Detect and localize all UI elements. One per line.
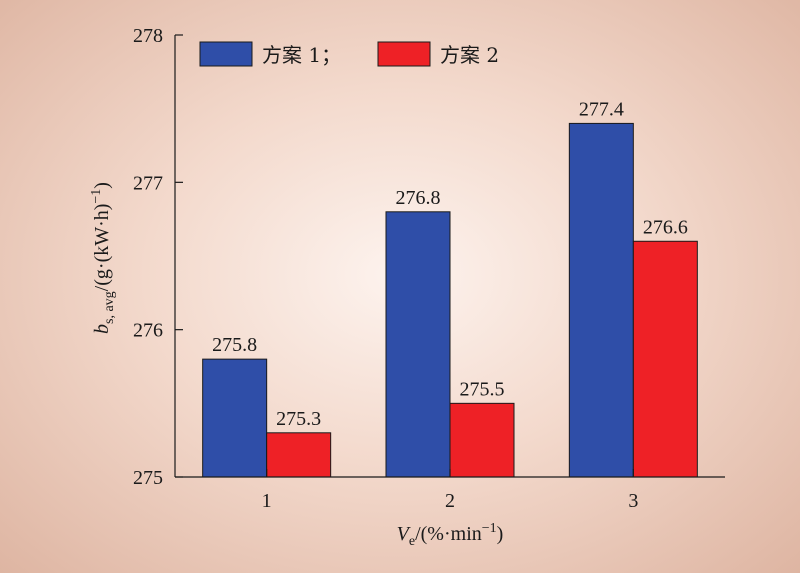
y-tick-label: 276	[133, 320, 163, 342]
x-tick-label: 3	[628, 490, 638, 512]
y-tick-label: 275	[133, 467, 163, 489]
x-axis-title-sup: −1	[482, 521, 497, 536]
x-axis-title: Ve/(%·min−1)	[397, 521, 504, 549]
bar-series-1	[202, 358, 268, 478]
x-axis-title-main: V	[397, 523, 412, 545]
x-tick-label: 2	[445, 490, 455, 512]
y-axis-title-sup: −1	[89, 189, 104, 204]
y-axis-title-end: )	[91, 182, 113, 189]
legend-label-series-2: 方案 2	[440, 43, 499, 67]
y-axis-title-sub: s, avg	[102, 291, 117, 324]
bar-series-2	[449, 402, 515, 478]
x-axis-title-end: )	[497, 523, 504, 545]
data-label: 275.5	[460, 378, 505, 400]
x-tick-label: 1	[262, 490, 272, 512]
legend-swatch-series-1	[199, 41, 253, 67]
y-tick-label: 278	[133, 25, 163, 47]
x-axis-title-rest: /(%·min	[415, 523, 482, 545]
bar-series-1	[568, 122, 634, 478]
bar-series-1	[385, 211, 451, 478]
bar-series-2	[266, 432, 332, 478]
data-label: 277.4	[579, 98, 624, 120]
data-label: 276.6	[643, 216, 688, 238]
y-tick-label: 277	[133, 172, 163, 194]
y-ticks: 275 276 277 278	[133, 25, 183, 489]
y-axis-title-rest: /(g·(kW·h)	[91, 204, 113, 292]
y-axis-title: bs, avg/(g·(kW·h)−1)	[89, 182, 117, 334]
bars-layer	[202, 122, 698, 478]
y-axis-title-main: b	[91, 324, 113, 334]
x-axis-title-sub: e	[409, 534, 415, 549]
legend: 方案 1； 方案 2	[199, 41, 499, 67]
legend-label-series-1: 方案 1；	[262, 43, 341, 67]
x-ticks: 1 2 3	[262, 469, 638, 512]
legend-swatch-series-2	[377, 41, 431, 67]
data-label: 276.8	[396, 187, 441, 209]
bar-series-2	[632, 240, 698, 478]
data-label: 275.8	[212, 334, 257, 356]
data-label: 275.3	[276, 408, 321, 430]
data-labels-layer: 275.8 275.3 276.8 275.5 277.4 276.6	[212, 98, 688, 429]
